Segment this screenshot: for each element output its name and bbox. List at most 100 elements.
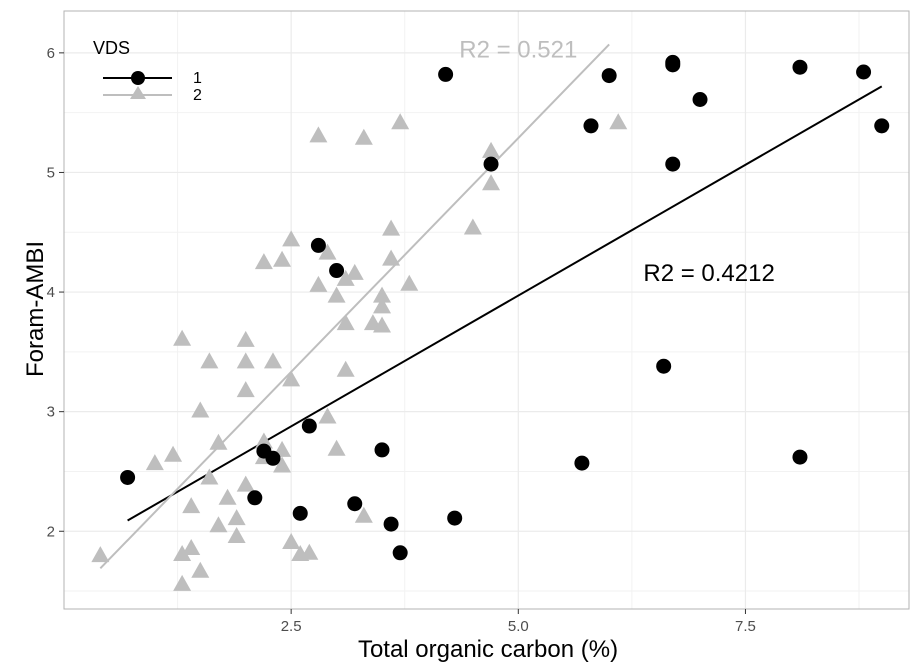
x-axis-title: Total organic carbon (%) — [358, 636, 618, 663]
y-axis-title: Foram-AMBI — [22, 241, 49, 377]
data-point-series-1 — [310, 237, 326, 253]
data-point-series-1 — [265, 450, 281, 466]
data-point-series-2 — [327, 286, 346, 303]
data-point-series-2 — [173, 329, 192, 346]
data-point-series-2 — [218, 488, 237, 505]
data-point-series-1 — [792, 59, 808, 75]
data-point-series-2 — [400, 274, 419, 291]
data-point-series-2 — [373, 316, 392, 333]
data-point-series-2 — [336, 314, 355, 331]
data-point-series-2 — [200, 468, 219, 485]
data-point-series-2 — [200, 352, 219, 369]
data-point-series-2 — [236, 352, 255, 369]
data-point-series-2 — [482, 141, 501, 158]
data-point-series-2 — [309, 126, 328, 143]
data-point-series-1 — [447, 510, 463, 526]
data-point-series-1 — [574, 455, 590, 471]
data-point-series-2 — [382, 249, 401, 266]
data-point-series-2 — [463, 218, 482, 235]
data-point-series-1 — [392, 545, 408, 561]
data-point-series-2 — [354, 128, 373, 145]
data-point-series-2 — [236, 475, 255, 492]
data-point-series-2 — [273, 456, 292, 473]
data-point-series-2 — [391, 113, 410, 130]
data-point-series-2 — [309, 275, 328, 292]
legend: VDS 1 2 — [93, 38, 202, 104]
grid-lines — [64, 11, 909, 609]
data-point-series-1 — [792, 449, 808, 465]
x-tick-label: 7.5 — [735, 618, 756, 635]
data-point-series-2 — [318, 243, 337, 260]
x-axis-ticks: 2.5 5.0 7.5 — [281, 609, 756, 635]
data-point-series-2 — [209, 516, 228, 533]
data-point-series-1 — [301, 418, 317, 434]
data-point-series-2 — [336, 360, 355, 377]
data-point-series-2 — [318, 407, 337, 424]
data-point-series-2 — [327, 439, 346, 456]
data-point-series-1 — [665, 57, 681, 73]
data-point-series-2 — [191, 401, 210, 418]
y-tick-label: 4 — [47, 284, 55, 301]
plot-panel-border — [63, 10, 910, 610]
data-point-series-2 — [254, 432, 273, 449]
data-point-series-2 — [173, 574, 192, 591]
r2-label-series-2: R2 = 0.521 — [459, 36, 577, 63]
y-tick-label: 2 — [47, 523, 55, 540]
data-point-series-1 — [329, 263, 345, 279]
data-point-series-2 — [173, 544, 192, 561]
data-point-series-2 — [209, 433, 228, 450]
data-point-series-2 — [373, 286, 392, 303]
data-point-series-2 — [227, 527, 246, 544]
data-point-series-1 — [374, 442, 390, 458]
data-point-series-2 — [182, 497, 201, 514]
data-point-series-1 — [583, 118, 599, 134]
data-point-series-2 — [373, 297, 392, 314]
data-point-series-1 — [856, 64, 872, 80]
data-point-series-2 — [164, 445, 183, 462]
data-point-series-1 — [665, 156, 681, 172]
data-point-series-2 — [91, 546, 110, 563]
data-point-series-2 — [382, 219, 401, 236]
data-point-series-2 — [191, 561, 210, 578]
data-point-series-2 — [263, 352, 282, 369]
x-tick-label: 2.5 — [281, 618, 302, 635]
data-point-series-1 — [383, 516, 399, 532]
x-tick-label: 5.0 — [508, 618, 529, 635]
data-point-series-2 — [345, 263, 364, 280]
data-point-series-2 — [282, 370, 301, 387]
data-point-series-1 — [120, 469, 136, 485]
data-point-series-2 — [300, 543, 319, 560]
data-point-series-2 — [482, 174, 501, 191]
regression-line-series-1 — [127, 85, 883, 522]
data-point-series-1 — [874, 118, 890, 134]
data-point-series-1 — [656, 358, 672, 374]
data-point-series-1 — [483, 156, 499, 172]
data-point-series-2 — [227, 509, 246, 526]
y-axis-ticks: 2 3 4 5 6 — [47, 45, 64, 540]
data-point-series-1 — [438, 66, 454, 82]
data-points — [91, 54, 890, 591]
data-point-series-2 — [609, 113, 628, 130]
r2-annotations: R2 = 0.4212 R2 = 0.521 — [459, 36, 775, 287]
legend-marker-2 — [130, 86, 146, 99]
data-point-series-2 — [273, 250, 292, 267]
data-point-series-2 — [182, 539, 201, 556]
y-tick-label: 6 — [47, 45, 55, 62]
data-point-series-2 — [336, 269, 355, 286]
legend-label-2: 2 — [193, 87, 202, 104]
data-point-series-2 — [354, 506, 373, 523]
legend-marker-1 — [131, 71, 145, 85]
data-point-series-2 — [145, 454, 164, 471]
data-point-series-1 — [347, 496, 363, 512]
data-point-series-2 — [282, 230, 301, 247]
r2-label-series-1: R2 = 0.4212 — [643, 260, 774, 287]
legend-title: VDS — [93, 38, 130, 58]
regression-line-series-2 — [99, 43, 610, 570]
data-point-series-1 — [601, 68, 617, 84]
legend-label-1: 1 — [193, 70, 202, 87]
data-point-series-1 — [292, 505, 308, 521]
data-point-series-1 — [692, 92, 708, 108]
data-point-series-2 — [254, 253, 273, 270]
